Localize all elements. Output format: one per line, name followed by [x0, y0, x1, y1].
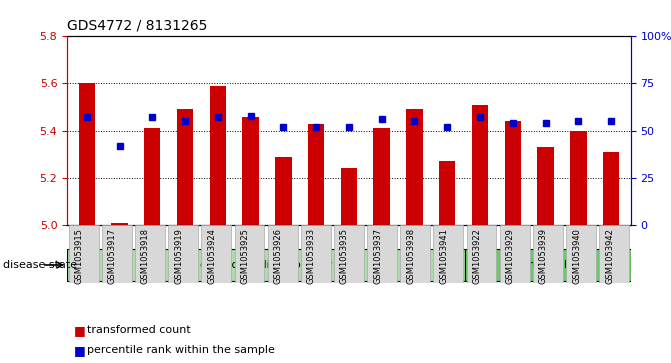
FancyBboxPatch shape — [201, 225, 231, 283]
Text: GSM1053918: GSM1053918 — [141, 228, 150, 284]
Text: GDS4772 / 8131265: GDS4772 / 8131265 — [67, 18, 207, 32]
Text: GSM1053941: GSM1053941 — [440, 228, 448, 284]
Bar — [79, 83, 95, 225]
Text: dilated cardiomyopathy: dilated cardiomyopathy — [200, 260, 332, 270]
Text: normal: normal — [528, 260, 568, 270]
FancyBboxPatch shape — [268, 225, 297, 283]
Bar — [603, 152, 619, 225]
FancyBboxPatch shape — [533, 225, 563, 283]
Text: ■: ■ — [74, 344, 86, 357]
FancyBboxPatch shape — [433, 225, 463, 283]
FancyBboxPatch shape — [235, 225, 264, 283]
FancyBboxPatch shape — [367, 225, 397, 283]
FancyBboxPatch shape — [334, 225, 364, 283]
Text: percentile rank within the sample: percentile rank within the sample — [87, 345, 275, 355]
FancyBboxPatch shape — [566, 225, 596, 283]
Text: GSM1053917: GSM1053917 — [108, 228, 117, 284]
Bar — [472, 105, 488, 225]
Bar — [505, 121, 521, 225]
Text: GSM1053924: GSM1053924 — [207, 228, 216, 284]
Text: GSM1053926: GSM1053926 — [274, 228, 282, 284]
Text: GSM1053940: GSM1053940 — [572, 228, 581, 284]
Bar — [406, 109, 423, 225]
Bar — [570, 131, 586, 225]
Text: GSM1053925: GSM1053925 — [240, 228, 250, 284]
Text: GSM1053919: GSM1053919 — [174, 228, 183, 284]
Bar — [374, 128, 390, 225]
FancyBboxPatch shape — [301, 225, 331, 283]
FancyBboxPatch shape — [102, 225, 132, 283]
Text: GSM1053933: GSM1053933 — [307, 228, 316, 284]
Bar — [144, 128, 160, 225]
Text: GSM1053938: GSM1053938 — [406, 228, 415, 284]
Text: transformed count: transformed count — [87, 325, 191, 335]
Text: GSM1053935: GSM1053935 — [340, 228, 349, 284]
Text: ■: ■ — [74, 324, 86, 337]
Text: GSM1053922: GSM1053922 — [472, 228, 482, 284]
Bar — [537, 147, 554, 225]
FancyBboxPatch shape — [466, 225, 497, 283]
FancyBboxPatch shape — [67, 249, 465, 281]
Bar — [177, 109, 193, 225]
Text: GSM1053939: GSM1053939 — [539, 228, 548, 284]
FancyBboxPatch shape — [465, 249, 631, 281]
Text: GSM1053942: GSM1053942 — [605, 228, 614, 284]
Bar — [341, 168, 357, 225]
Text: GSM1053929: GSM1053929 — [506, 228, 515, 284]
Bar — [242, 117, 259, 225]
Text: disease state: disease state — [3, 260, 77, 270]
Bar — [209, 86, 226, 225]
Bar — [439, 162, 456, 225]
FancyBboxPatch shape — [500, 225, 529, 283]
Bar — [111, 223, 127, 225]
FancyBboxPatch shape — [401, 225, 430, 283]
Text: GSM1053937: GSM1053937 — [373, 228, 382, 284]
FancyBboxPatch shape — [599, 225, 629, 283]
Bar — [275, 156, 292, 225]
FancyBboxPatch shape — [68, 225, 99, 283]
FancyBboxPatch shape — [168, 225, 198, 283]
Text: GSM1053915: GSM1053915 — [74, 228, 84, 284]
FancyBboxPatch shape — [135, 225, 165, 283]
Bar — [308, 123, 324, 225]
